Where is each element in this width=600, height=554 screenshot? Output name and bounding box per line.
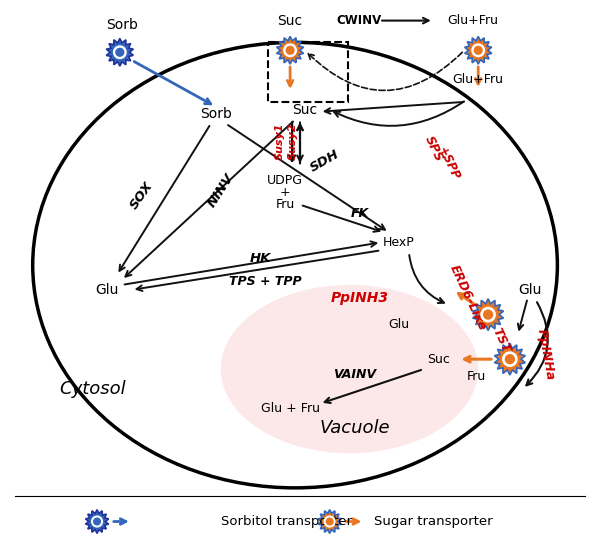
Text: UDPG: UDPG: [267, 175, 303, 187]
Circle shape: [484, 310, 493, 319]
Circle shape: [94, 518, 100, 525]
Circle shape: [503, 352, 517, 366]
Polygon shape: [85, 510, 109, 534]
Circle shape: [326, 518, 333, 525]
Text: HexP: HexP: [383, 236, 415, 249]
Text: Sorbitol transporter: Sorbitol transporter: [221, 515, 352, 528]
Polygon shape: [464, 37, 492, 64]
Text: SOX: SOX: [128, 179, 155, 212]
Text: SPS: SPS: [422, 134, 445, 165]
Circle shape: [284, 44, 296, 57]
Circle shape: [113, 46, 126, 59]
Text: Suc: Suc: [292, 102, 317, 117]
Text: FK: FK: [350, 207, 368, 220]
Polygon shape: [277, 37, 304, 64]
Text: TST1: TST1: [490, 326, 516, 363]
Polygon shape: [473, 299, 503, 330]
Text: ERD6-Like: ERD6-Like: [448, 263, 489, 333]
Ellipse shape: [221, 285, 478, 453]
Circle shape: [472, 44, 484, 57]
Text: Suc: Suc: [427, 353, 450, 366]
Text: Fru: Fru: [467, 371, 486, 383]
Circle shape: [116, 48, 124, 56]
Text: NINV: NINV: [205, 172, 236, 210]
Text: TPS + TPP: TPS + TPP: [229, 275, 302, 289]
Circle shape: [325, 516, 335, 527]
Text: Susy2: Susy2: [288, 122, 298, 160]
Text: Glu: Glu: [518, 283, 541, 297]
Text: Glu+Fru: Glu+Fru: [452, 74, 503, 86]
Text: Susy1: Susy1: [275, 122, 285, 160]
Text: PpINH3: PpINH3: [331, 291, 388, 305]
Text: Suc: Suc: [278, 14, 302, 28]
Text: Vacuole: Vacuole: [319, 419, 390, 438]
Text: SDH: SDH: [308, 147, 341, 175]
Circle shape: [92, 516, 103, 527]
Polygon shape: [318, 510, 341, 534]
Text: HK: HK: [250, 252, 271, 265]
Text: +SPP: +SPP: [435, 145, 462, 183]
Text: Glu: Glu: [388, 318, 410, 331]
Circle shape: [286, 47, 294, 54]
Text: PpINHa: PpINHa: [535, 327, 556, 381]
Circle shape: [505, 355, 514, 363]
Text: Sorb: Sorb: [106, 18, 138, 32]
Text: Sugar transporter: Sugar transporter: [374, 515, 493, 528]
Circle shape: [475, 47, 482, 54]
Polygon shape: [106, 38, 133, 66]
Text: VAINV: VAINV: [333, 367, 376, 381]
Text: Fru: Fru: [275, 198, 295, 211]
Text: Glu: Glu: [95, 283, 119, 297]
Text: Sorb: Sorb: [200, 107, 232, 121]
Circle shape: [481, 307, 495, 322]
Text: Glu+Fru: Glu+Fru: [448, 14, 499, 27]
Text: CWINV: CWINV: [337, 14, 382, 27]
Text: +: +: [280, 186, 290, 199]
Text: Glu + Fru: Glu + Fru: [260, 402, 320, 415]
Text: Cytosol: Cytosol: [59, 380, 125, 398]
Polygon shape: [494, 343, 526, 375]
